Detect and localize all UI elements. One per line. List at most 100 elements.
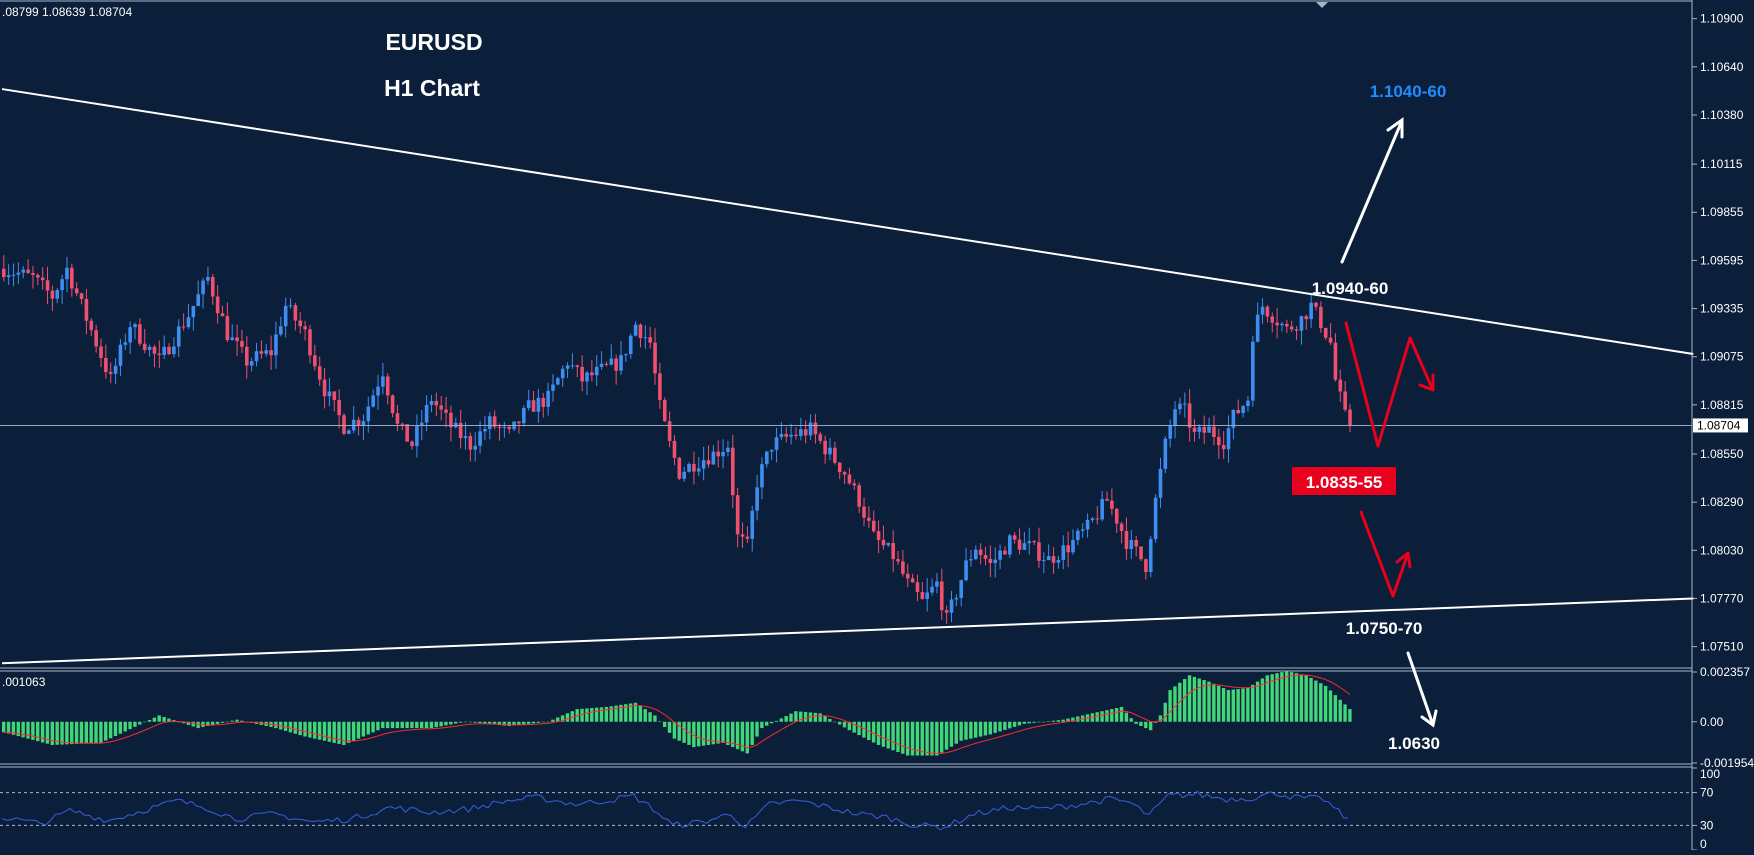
trendline[interactable] xyxy=(1,597,1694,665)
candle-body xyxy=(1129,540,1134,550)
macd-bar xyxy=(901,721,905,754)
macd-bar xyxy=(939,721,944,753)
candle-body xyxy=(186,317,191,328)
candle-body xyxy=(531,400,536,412)
candle-body xyxy=(939,581,944,611)
candle-body xyxy=(1008,535,1012,555)
macd-bar xyxy=(556,717,560,722)
macd-bar xyxy=(118,721,123,734)
candle-body xyxy=(774,437,779,450)
macd-bar xyxy=(1246,687,1250,722)
rsi-tick-label: 100 xyxy=(1700,767,1720,781)
macd-bar xyxy=(381,721,385,729)
macd-bar xyxy=(662,721,667,728)
candle-body xyxy=(468,436,473,450)
candle-body xyxy=(881,539,886,546)
candle-body xyxy=(662,399,667,422)
candle-body xyxy=(862,506,866,518)
candle-body xyxy=(419,422,424,427)
candle-body xyxy=(1319,306,1323,329)
candle-body xyxy=(152,346,157,354)
candle-body xyxy=(230,337,235,341)
macd-bar xyxy=(1061,719,1065,722)
macd-bar xyxy=(1323,685,1328,722)
candle-body xyxy=(473,445,478,450)
macd-tick-label: 0.00 xyxy=(1700,715,1724,729)
macd-bar xyxy=(1299,674,1304,722)
macd-bar xyxy=(89,721,93,744)
price-axis: 1.10900 1.10640 1.10380 1.10115 1.09855 1.095… xyxy=(1692,12,1744,654)
macd-bar xyxy=(726,721,730,745)
macd-bar xyxy=(526,721,531,724)
macd-bar xyxy=(152,717,157,722)
macd-bar xyxy=(371,721,375,733)
macd-bar xyxy=(128,721,132,730)
shift-marker-icon[interactable] xyxy=(1316,2,1328,8)
candle-body xyxy=(799,429,803,437)
macd-bar xyxy=(1236,689,1240,722)
candle-body xyxy=(133,324,137,328)
rsi-tick-label: 30 xyxy=(1700,818,1714,832)
candle-body xyxy=(837,462,842,473)
price-tick-label: 1.09855 xyxy=(1700,205,1744,219)
trendline[interactable] xyxy=(1,88,1694,355)
candle-body xyxy=(1158,468,1163,498)
macd-bar xyxy=(400,721,404,729)
macd-bar xyxy=(1338,699,1342,722)
macd-bar xyxy=(1304,675,1308,722)
macd-bar xyxy=(497,721,502,726)
candle-body xyxy=(79,293,84,299)
candle-body xyxy=(1197,427,1202,432)
candle-body xyxy=(901,561,905,574)
candle-body xyxy=(84,298,89,321)
candle-body xyxy=(1236,409,1241,414)
macd-bar xyxy=(210,721,215,725)
macd-bar xyxy=(570,711,575,722)
candle-body xyxy=(424,404,429,423)
macd-bar xyxy=(1309,677,1313,722)
candle-body xyxy=(1173,409,1177,426)
macd-bar xyxy=(740,721,745,752)
candle-body xyxy=(259,351,264,354)
macd-bar xyxy=(1076,716,1080,722)
candle-body xyxy=(658,373,662,400)
candle-body xyxy=(371,395,375,407)
candle-body xyxy=(944,610,949,613)
macd-bar xyxy=(478,721,482,724)
candle-body xyxy=(94,330,98,347)
macd-bar xyxy=(453,721,458,724)
macd-bar xyxy=(1182,679,1187,722)
target-down-badge xyxy=(1292,467,1396,495)
candle-body xyxy=(74,288,79,294)
macd-bar xyxy=(1275,673,1279,722)
candle-body xyxy=(1178,403,1182,410)
candle-body xyxy=(920,592,925,599)
candle-body xyxy=(104,357,108,372)
candle-body xyxy=(1294,329,1299,331)
candle-body xyxy=(128,327,132,343)
macd-bar xyxy=(215,721,220,724)
macd-bar xyxy=(1348,709,1352,722)
macd-bar xyxy=(113,721,118,737)
candle-body xyxy=(1119,523,1124,531)
macd-bar xyxy=(721,721,725,743)
macd-bar xyxy=(1017,721,1022,726)
macd-bar xyxy=(1173,686,1177,722)
candle-body xyxy=(366,406,371,422)
macd-bar xyxy=(701,721,706,746)
candle-body xyxy=(181,326,186,328)
macd-bar xyxy=(342,721,346,745)
price-tick-label: 1.09075 xyxy=(1700,350,1744,364)
macd-bar xyxy=(925,721,929,756)
macd-bar xyxy=(196,721,200,729)
candle-body xyxy=(196,294,200,306)
candle-body xyxy=(16,272,21,275)
macd-bar xyxy=(507,721,511,726)
macd-tick-label: -0.001954 xyxy=(1700,756,1754,770)
macd-bar xyxy=(799,711,803,722)
macd-bar xyxy=(40,721,45,743)
candle-body xyxy=(643,337,648,339)
candle-body xyxy=(769,449,774,452)
